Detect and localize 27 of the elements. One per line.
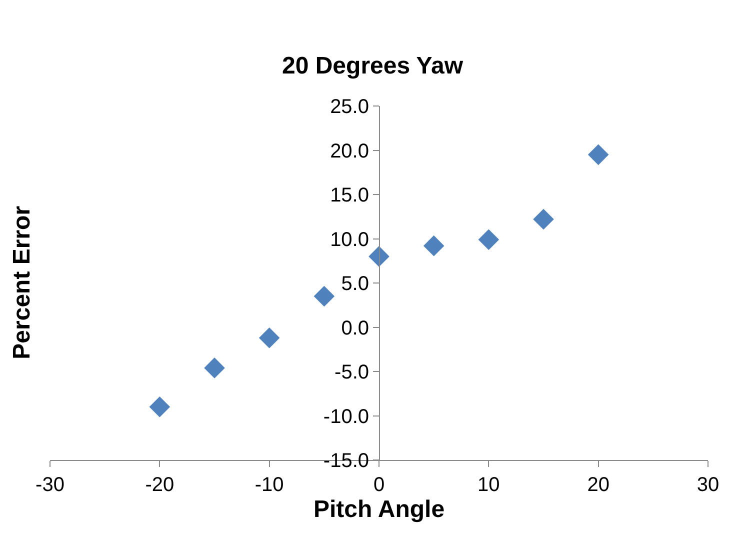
x-tick-label: -30: [36, 474, 64, 496]
y-tick-label: 5.0: [341, 273, 369, 295]
y-tick-label: 25.0: [330, 96, 369, 118]
y-tick-label: 20.0: [330, 140, 369, 162]
y-tick-label: -15.0: [323, 450, 369, 472]
x-tick-label: -10: [254, 474, 284, 496]
point: [258, 327, 280, 348]
point: [478, 229, 500, 250]
y-tick-label: 10.0: [330, 228, 369, 251]
point: [149, 396, 170, 418]
point: [204, 358, 225, 378]
chart-title: 20 Degrees Yaw: [282, 52, 464, 80]
y-tick-label: -5.0: [334, 362, 369, 384]
y-tick-label: -10.0: [323, 406, 369, 428]
point: [533, 208, 554, 230]
x-tick-label: -20: [145, 474, 174, 496]
y-tick-label: 15.0: [330, 184, 369, 206]
y-tick-label: 0.0: [341, 317, 369, 340]
y-axis-title: Percent Error: [8, 206, 36, 360]
x-axis-title: Pitch Angle: [313, 496, 445, 523]
point: [423, 235, 444, 256]
x-tick-label: 20: [587, 474, 610, 496]
x-tick-label: 0: [373, 474, 385, 496]
x-tick-label: 10: [478, 474, 500, 496]
x-tick-label: 30: [696, 474, 720, 496]
point: [588, 144, 609, 166]
point: [314, 286, 335, 307]
